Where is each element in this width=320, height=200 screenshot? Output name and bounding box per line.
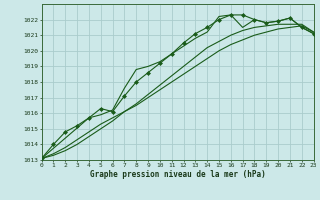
- X-axis label: Graphe pression niveau de la mer (hPa): Graphe pression niveau de la mer (hPa): [90, 170, 266, 179]
